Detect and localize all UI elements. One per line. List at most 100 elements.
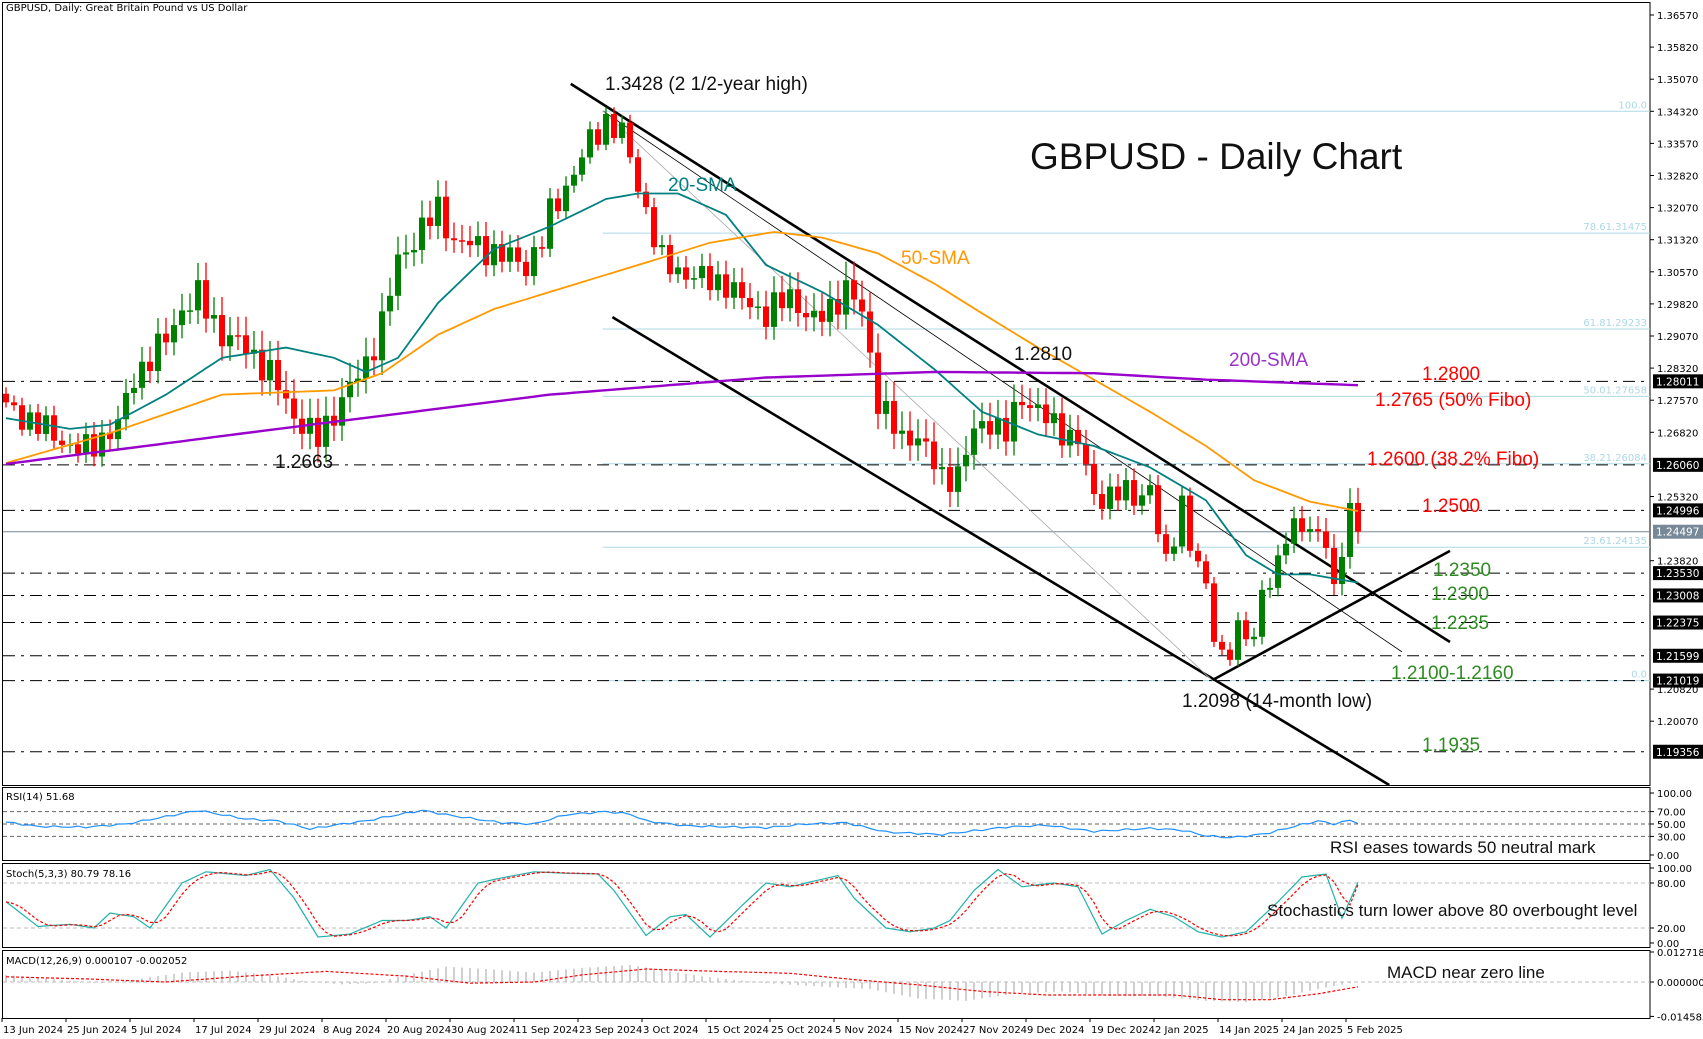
candle-body bbox=[1179, 495, 1185, 547]
candle bbox=[1307, 516, 1313, 542]
candle bbox=[179, 293, 185, 339]
price-level-badge-text: 1.21019 bbox=[1656, 676, 1699, 688]
macd-axis-label: 0.012718 bbox=[1657, 948, 1703, 959]
candle-body bbox=[507, 247, 513, 262]
candle-body bbox=[1155, 485, 1161, 535]
candle bbox=[11, 395, 17, 411]
candle bbox=[723, 260, 729, 309]
price-level-badge bbox=[1653, 648, 1703, 663]
candle-body bbox=[323, 415, 329, 447]
candle-body bbox=[987, 421, 993, 435]
candle bbox=[1011, 384, 1017, 456]
candle-body bbox=[1187, 495, 1193, 551]
candle bbox=[515, 235, 521, 272]
candle-body bbox=[419, 217, 425, 251]
candle bbox=[707, 253, 713, 301]
candle-body bbox=[1315, 529, 1321, 532]
candle bbox=[227, 317, 233, 361]
candle bbox=[755, 291, 761, 320]
date-axis-label: 15 Oct 2024 bbox=[707, 1025, 769, 1036]
candle-body bbox=[1211, 583, 1217, 642]
candle-body bbox=[523, 261, 529, 277]
candle bbox=[1051, 397, 1057, 436]
candle bbox=[1227, 642, 1233, 666]
candle bbox=[419, 200, 425, 264]
candle-body bbox=[227, 335, 233, 347]
candle-body bbox=[19, 405, 25, 430]
candle-body bbox=[11, 402, 17, 406]
candle bbox=[339, 378, 345, 441]
candle-body bbox=[667, 244, 673, 275]
candle-body bbox=[1251, 636, 1257, 640]
chart-title: GBPUSD - Daily Chart bbox=[1030, 136, 1403, 177]
candle-body bbox=[1003, 417, 1009, 442]
rsi-label: RSI(14) 51.68 bbox=[6, 792, 75, 803]
candle bbox=[1331, 534, 1337, 596]
candle-body bbox=[435, 196, 441, 226]
candle bbox=[1171, 537, 1177, 562]
candle-body bbox=[1259, 589, 1265, 637]
macd-signal-line bbox=[5, 968, 1359, 1001]
candle-body bbox=[651, 207, 657, 248]
candle bbox=[467, 225, 473, 258]
price-axis-label: 1.26820 bbox=[1657, 428, 1698, 439]
candle-body bbox=[347, 381, 353, 398]
rsi-axis-label: 50.00 bbox=[1657, 820, 1686, 831]
candle-body bbox=[115, 419, 121, 440]
candle-body bbox=[171, 325, 177, 343]
candle bbox=[75, 433, 81, 463]
date-axis-label: 25 Oct 2024 bbox=[771, 1025, 833, 1036]
candle-body bbox=[963, 454, 969, 467]
candle bbox=[635, 149, 641, 199]
date-axis-label: 19 Dec 2024 bbox=[1091, 1025, 1155, 1036]
candle bbox=[19, 397, 25, 436]
candle bbox=[99, 419, 105, 467]
candle-body bbox=[659, 244, 665, 248]
rsi-note: RSI eases towards 50 neutral mark bbox=[1330, 838, 1596, 857]
candle-body bbox=[771, 292, 777, 327]
candle bbox=[259, 330, 265, 396]
candle-body bbox=[243, 335, 249, 354]
candle bbox=[643, 182, 649, 215]
date-axis-label: 17 Jul 2024 bbox=[195, 1025, 252, 1036]
candle bbox=[459, 224, 465, 254]
rsi-line bbox=[5, 809, 1359, 839]
candle bbox=[203, 262, 209, 333]
candle-body bbox=[1075, 429, 1081, 445]
candle-body bbox=[899, 430, 905, 434]
candle-body bbox=[563, 185, 569, 212]
annotation-1-2765: 1.2765 (50% Fibo) bbox=[1375, 390, 1532, 411]
candle bbox=[763, 290, 769, 340]
date-axis-label: 2 Jan 2025 bbox=[1155, 1025, 1209, 1036]
candle bbox=[1347, 488, 1353, 569]
candle-body bbox=[907, 430, 913, 446]
candle bbox=[539, 236, 545, 258]
candle bbox=[571, 165, 577, 193]
price-level-badge-text: 1.21599 bbox=[1656, 651, 1699, 663]
price-axis-label: 1.25320 bbox=[1657, 493, 1698, 504]
candle bbox=[1299, 506, 1305, 542]
candle bbox=[1203, 554, 1209, 589]
candle-body bbox=[1283, 543, 1289, 556]
macd-note: MACD near zero line bbox=[1387, 963, 1545, 982]
date-axis-label: 13 Jun 2024 bbox=[3, 1025, 63, 1036]
candle bbox=[1075, 415, 1081, 456]
trendline-lower-channel bbox=[611, 316, 1390, 787]
candle bbox=[1243, 611, 1249, 647]
candle-body bbox=[475, 236, 481, 246]
candle-body bbox=[235, 335, 241, 337]
candle bbox=[475, 221, 481, 257]
candle-body bbox=[995, 417, 1001, 435]
candle bbox=[59, 430, 65, 453]
candle bbox=[867, 292, 873, 368]
candle-body bbox=[3, 393, 9, 403]
candle bbox=[619, 115, 625, 144]
candle-body bbox=[1043, 404, 1049, 424]
candle-body bbox=[531, 247, 537, 277]
candle-body bbox=[339, 397, 345, 426]
candle bbox=[603, 107, 609, 151]
candle-body bbox=[1147, 485, 1153, 496]
candle bbox=[819, 292, 825, 337]
